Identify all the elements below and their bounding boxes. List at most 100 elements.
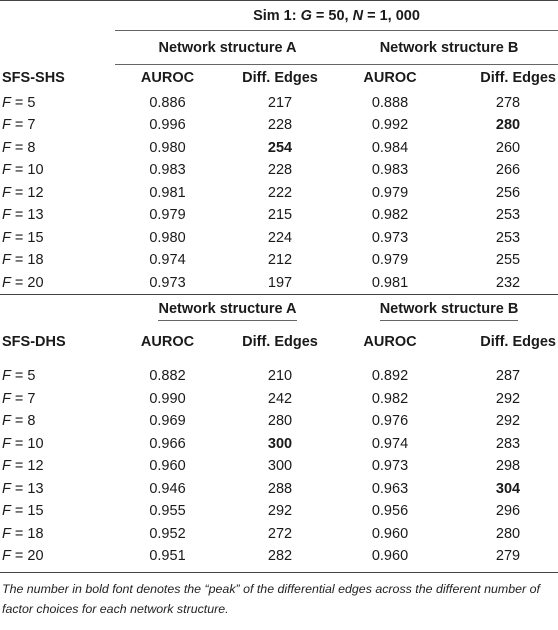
b-auroc-cell: 0.960 [371,525,409,542]
factor-cell: F = 7 [2,390,36,407]
a-auroc-cell: 0.960 [149,458,186,475]
b-auroc-cell: 0.982 [371,390,409,407]
a-diff-edges-cell: 300 [267,458,293,475]
table-row: F = 12 0.981 222 0.979 256 [0,182,558,205]
factor-cell: F = 8 [2,139,36,156]
diff-edges-header: Diff. Edges [480,333,556,350]
factor-cell: F = 15 [2,503,44,520]
table-title-row: Sim 1: G = 50, N = 1, 000 [0,0,558,31]
b-diff-edges-cell: 298 [495,458,521,475]
auroc-header: AUROC [140,333,195,350]
table-row: F = 8 0.980 254 0.984 260 [0,137,558,160]
b-auroc-cell: 0.960 [371,548,409,565]
network-a-header: Network structure A [115,294,340,328]
factor-cell: F = 20 [2,548,44,565]
b-auroc-cell: 0.963 [371,480,409,497]
factor-cell: F = 18 [2,525,44,542]
b-auroc-cell: 0.979 [371,184,409,201]
table-row: F = 5 0.882 210 0.892 287 [0,365,558,388]
factor-cell: F = 8 [2,413,36,430]
table-row: F = 8 0.969 280 0.976 292 [0,410,558,433]
b-diff-edges-cell: 280 [495,117,521,134]
a-auroc-cell: 0.990 [149,390,186,407]
a-diff-edges-cell: 224 [267,229,293,246]
factor-cell: F = 7 [2,117,36,134]
table-row: F = 10 0.983 228 0.983 266 [0,159,558,182]
table-row: F = 13 0.946 288 0.963 304 [0,478,558,501]
b-diff-edges-cell: 296 [495,503,521,520]
table-row: F = 18 0.952 272 0.960 280 [0,523,558,546]
b-diff-edges-cell: 304 [495,480,521,497]
b-auroc-cell: 0.956 [371,503,409,520]
b-auroc-cell: 0.976 [371,413,409,430]
b-diff-edges-cell: 280 [495,525,521,542]
b-auroc-cell: 0.983 [371,162,409,179]
table-row: F = 7 0.990 242 0.982 292 [0,388,558,411]
diff-edges-header: Diff. Edges [242,70,318,87]
a-auroc-cell: 0.980 [149,229,186,246]
a-diff-edges-cell: 280 [267,413,293,430]
column-header-row-1: SFS-SHS AUROC Diff. Edges AUROC Diff. Ed… [0,65,558,92]
a-diff-edges-cell: 215 [267,207,293,224]
a-auroc-cell: 0.952 [149,525,186,542]
b-diff-edges-cell: 260 [495,139,521,156]
network-header-row-1: Network structure A Network structure B [0,30,558,65]
table-row: F = 7 0.996 228 0.992 280 [0,114,558,137]
b-auroc-cell: 0.992 [371,117,409,134]
factor-cell: F = 13 [2,480,44,497]
auroc-header: AUROC [363,70,417,87]
a-diff-edges-cell: 217 [267,94,293,111]
a-diff-edges-cell: 242 [267,390,293,407]
factor-cell: F = 15 [2,229,44,246]
a-auroc-cell: 0.980 [149,139,186,156]
auroc-header: AUROC [363,333,417,350]
a-auroc-cell: 0.951 [149,548,186,565]
b-diff-edges-cell: 253 [495,207,521,224]
b-diff-edges-cell: 255 [495,252,521,269]
a-diff-edges-cell: 300 [267,435,293,452]
network-header-row-2: Network structure A Network structure B [0,294,558,328]
b-auroc-cell: 0.888 [371,94,409,111]
table-row: F = 15 0.955 292 0.956 296 [0,500,558,523]
a-auroc-cell: 0.946 [149,480,186,497]
a-auroc-cell: 0.955 [149,503,186,520]
table-footnote: The number in bold font denotes the “pea… [2,581,540,616]
b-auroc-cell: 0.892 [371,368,409,385]
a-diff-edges-cell: 228 [267,117,293,134]
table-row: F = 18 0.974 212 0.979 255 [0,249,558,272]
b-diff-edges-cell: 256 [495,184,521,201]
b-diff-edges-cell: 292 [495,390,521,407]
factor-cell: F = 20 [2,274,44,291]
b-diff-edges-cell: 279 [495,548,521,565]
a-auroc-cell: 0.969 [149,413,186,430]
a-diff-edges-cell: 228 [267,162,293,179]
b-auroc-cell: 0.979 [371,252,409,269]
a-auroc-cell: 0.979 [149,207,186,224]
a-auroc-cell: 0.974 [149,252,186,269]
diff-edges-header: Diff. Edges [480,70,556,87]
factor-cell: F = 18 [2,252,44,269]
auroc-header: AUROC [140,70,195,87]
section-label: SFS-DHS [2,333,66,350]
a-diff-edges-cell: 292 [267,503,293,520]
a-diff-edges-cell: 272 [267,525,293,542]
a-auroc-cell: 0.973 [149,274,186,291]
factor-cell: F = 5 [2,94,36,111]
b-diff-edges-cell: 232 [495,274,521,291]
a-diff-edges-cell: 254 [267,139,293,156]
network-b-header: Network structure B [340,294,558,328]
table-row: F = 10 0.966 300 0.974 283 [0,433,558,456]
factor-cell: F = 5 [2,368,36,385]
section-sfs-shs-body: F = 5 0.886 217 0.888 278 F = 7 0.996 228 0.992 2… [0,92,558,295]
b-diff-edges-cell: 278 [495,94,521,111]
factor-cell: F = 12 [2,184,44,201]
b-auroc-cell: 0.982 [371,207,409,224]
table-row: F = 12 0.960 300 0.973 298 [0,455,558,478]
b-auroc-cell: 0.973 [371,458,409,475]
a-auroc-cell: 0.996 [149,117,186,134]
b-auroc-cell: 0.981 [371,274,409,291]
column-header-row-2: SFS-DHS AUROC Diff. Edges AUROC Diff. Ed… [0,328,558,355]
b-auroc-cell: 0.973 [371,229,409,246]
table-title: Sim 1: G = 50, N = 1, 000 [115,0,558,31]
table-row: F = 5 0.886 217 0.888 278 [0,92,558,115]
